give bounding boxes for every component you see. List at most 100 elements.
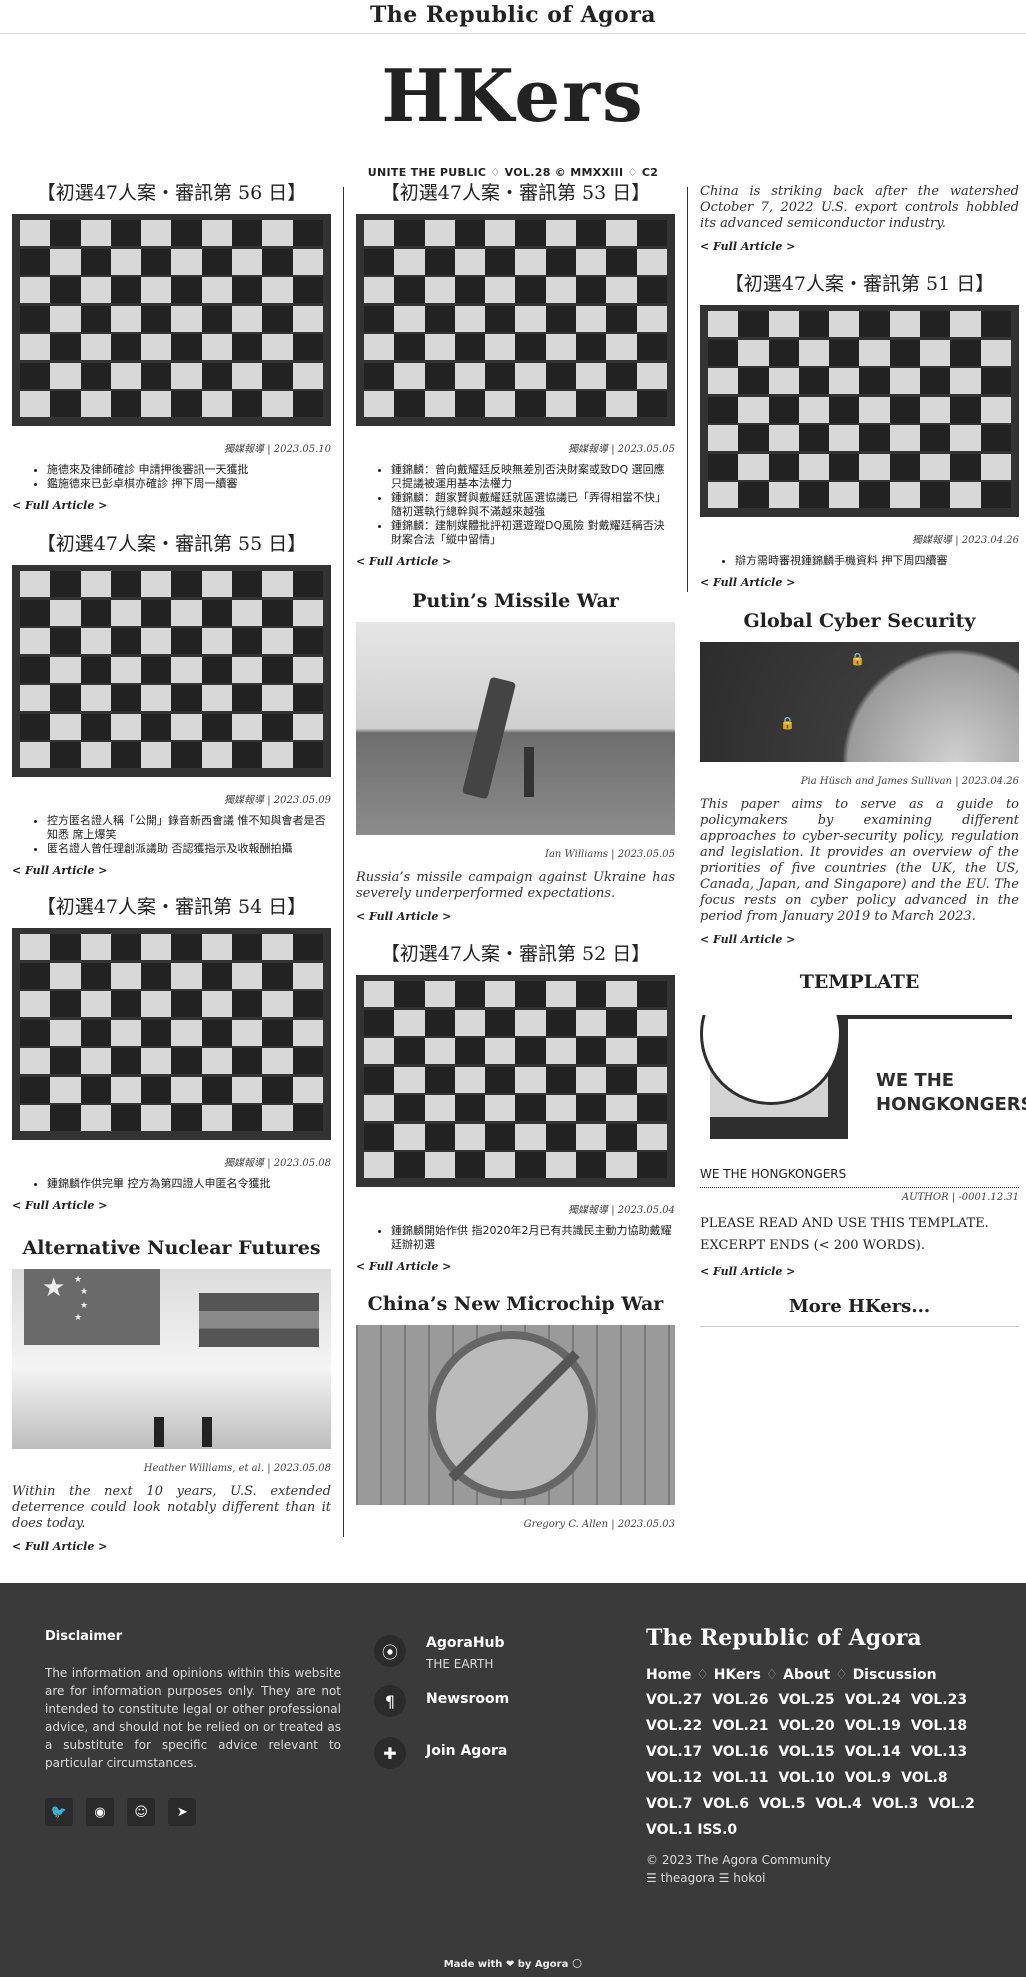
defendant-portrait-image [292, 1048, 323, 1075]
article-photo[interactable] [356, 1325, 675, 1505]
full-article-link[interactable]: < Full Article > [356, 910, 452, 923]
full-article-link[interactable]: < Full Article > [356, 555, 452, 568]
volume-link[interactable]: VOL.19 [844, 1718, 901, 1734]
article-title[interactable]: 【初選47人案・審訊第 52 日】 [380, 943, 651, 965]
defendant-portrait-image [141, 934, 172, 960]
article-title[interactable]: 【初選47人案・審訊第 53 日】 [380, 182, 651, 204]
nav-hkers[interactable]: HKers [713, 1667, 761, 1683]
full-article-link[interactable]: < Full Article > [700, 933, 796, 946]
defendants-photo-grid[interactable] [12, 928, 331, 1140]
article-photo[interactable]: 🔒 🔒 [700, 642, 1019, 762]
article-title[interactable]: 【初選47人案・審訊第 54 日】 [36, 896, 307, 918]
defendant-portrait-image [545, 1066, 577, 1093]
full-article-link[interactable]: < Full Article > [12, 499, 108, 512]
volume-link[interactable]: VOL.22 [646, 1718, 703, 1734]
defendant-portrait-image [545, 981, 577, 1007]
defendants-photo-grid[interactable] [356, 214, 675, 426]
defendant-portrait-image [262, 656, 293, 683]
full-article-link[interactable]: < Full Article > [12, 864, 108, 877]
volume-link[interactable]: VOL.26 [712, 1692, 769, 1708]
full-article-link[interactable]: < Full Article > [12, 1540, 108, 1553]
volume-link[interactable]: VOL.3 [871, 1796, 919, 1812]
defendant-portrait-image [424, 1038, 455, 1065]
volume-link[interactable]: VOL.23 [910, 1692, 968, 1708]
volume-link[interactable]: VOL.7 [646, 1796, 693, 1812]
defendant-portrait-image [232, 713, 263, 740]
defendant-portrait-image [424, 1095, 455, 1122]
article-photo[interactable] [356, 622, 675, 835]
defendant-portrait-image [110, 248, 142, 275]
full-article-link[interactable]: < Full Article > [12, 1199, 108, 1212]
article-photo[interactable]: ★ ★ ★ ★ ★ [12, 1269, 331, 1449]
volume-link[interactable]: VOL.2 [928, 1796, 975, 1812]
nav-discussion[interactable]: Discussion [852, 1667, 937, 1683]
defendant-portrait-image [606, 1152, 637, 1179]
volume-link[interactable]: VOL.8 [901, 1770, 948, 1786]
full-article-link[interactable]: < Full Article > [700, 576, 796, 589]
footer-link-agorahub[interactable]: ⦿ AgoraHub THE EARTH [374, 1635, 614, 1685]
article-title[interactable]: China’s New Microchip War [367, 1293, 664, 1315]
twitter-icon[interactable]: 🐦 [45, 1798, 73, 1826]
missile-image [461, 676, 517, 800]
defendant-portrait-image [545, 277, 577, 304]
telegram-icon[interactable]: ➤ [168, 1798, 197, 1826]
more-hkers-link[interactable]: More HKers... [788, 1296, 931, 1317]
defendants-photo-grid[interactable] [12, 565, 331, 777]
volume-link[interactable]: VOL.11 [712, 1770, 769, 1786]
volume-link[interactable]: VOL.12 [646, 1770, 703, 1786]
volume-link[interactable]: VOL.20 [778, 1718, 835, 1734]
article-title[interactable]: TEMPLATE [799, 971, 920, 993]
article-title[interactable]: Putin’s Missile War [412, 590, 619, 612]
volume-link[interactable]: VOL.24 [844, 1692, 901, 1708]
volume-link[interactable]: VOL.1 ISS.0 [646, 1822, 738, 1838]
volume-link[interactable]: VOL.6 [702, 1796, 749, 1812]
footer-navigation: The Republic of Agora Home ♢ HKers ♢ Abo… [646, 1625, 1006, 1885]
full-article-link[interactable]: < Full Article > [356, 1260, 452, 1273]
volume-link[interactable]: VOL.15 [778, 1744, 835, 1760]
github-icon[interactable]: ◉ [86, 1798, 115, 1826]
footer-link-newsroom[interactable]: ¶ Newsroom [374, 1685, 614, 1737]
volume-link[interactable]: VOL.9 [844, 1770, 892, 1786]
volume-link[interactable]: VOL.13 [910, 1744, 968, 1760]
nav-about[interactable]: About [783, 1667, 831, 1683]
volume-link[interactable]: VOL.17 [646, 1744, 703, 1760]
volume-link[interactable]: VOL.21 [712, 1718, 769, 1734]
footer-link-label[interactable]: AgoraHub [426, 1635, 505, 1651]
defendants-photo-grid[interactable] [700, 305, 1019, 517]
full-article-link[interactable]: < Full Article > [700, 1265, 796, 1278]
article-title[interactable]: 【初選47人案・審訊第 56 日】 [36, 182, 307, 204]
volume-link[interactable]: VOL.18 [910, 1718, 968, 1734]
article-lede: China is striking back after the watersh… [700, 184, 1019, 231]
volume-link[interactable]: VOL.14 [844, 1744, 901, 1760]
defendant-portrait-image [920, 453, 951, 480]
volume-link[interactable]: VOL.4 [815, 1796, 862, 1812]
article-card: 【初選47人案・審訊第 56 日】 獨媒報導 | 2023.05.10 施德來及… [12, 180, 331, 512]
article-title[interactable]: 【初選47人案・審訊第 55 日】 [36, 533, 307, 555]
reddit-icon[interactable]: ☺ [127, 1798, 156, 1826]
volume-link[interactable]: VOL.16 [712, 1744, 769, 1760]
footer-link-label[interactable]: Newsroom [426, 1691, 510, 1707]
article-title[interactable]: 【初選47人案・審訊第 51 日】 [724, 273, 995, 295]
defendant-portrait-image [110, 334, 142, 361]
defendant-portrait-image [201, 305, 233, 332]
org-title[interactable]: The Republic of Agora [369, 2, 657, 28]
footer-handles[interactable]: ☰ theagora ☰ hokoi [646, 1871, 766, 1885]
template-logo[interactable]: WE THE HONGKONGERS [700, 1003, 1026, 1163]
volume-link[interactable]: VOL.5 [758, 1796, 806, 1812]
footer-link-label[interactable]: Join Agora [426, 1743, 508, 1759]
volume-link[interactable]: VOL.10 [778, 1770, 835, 1786]
defendant-portrait-image [141, 1019, 172, 1046]
masthead-title[interactable]: HKers [381, 53, 645, 138]
volume-link[interactable]: VOL.27 [646, 1692, 703, 1708]
full-article-link[interactable]: < Full Article > [700, 240, 796, 253]
nav-home[interactable]: Home [646, 1667, 692, 1683]
volume-link[interactable]: VOL.25 [778, 1692, 835, 1708]
footer-link-join[interactable]: ✚ Join Agora [374, 1737, 614, 1787]
article-title[interactable]: Alternative Nuclear Futures [22, 1237, 321, 1259]
footer-brand[interactable]: The Republic of Agora [646, 1625, 922, 1651]
defendant-portrait-image [50, 248, 81, 275]
defendant-portrait-image [201, 934, 233, 960]
defendants-photo-grid[interactable] [356, 975, 675, 1187]
defendants-photo-grid[interactable] [12, 214, 331, 426]
article-title[interactable]: Global Cyber Security [743, 610, 976, 632]
